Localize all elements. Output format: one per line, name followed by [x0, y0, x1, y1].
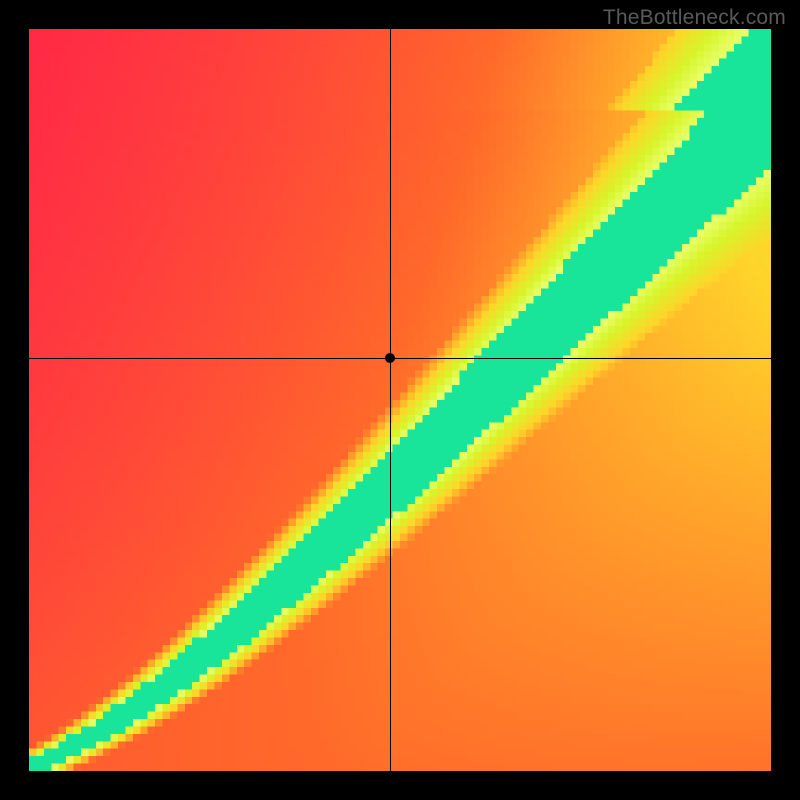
crosshair-vertical — [390, 29, 391, 771]
crosshair-marker — [385, 353, 395, 363]
heatmap-canvas — [29, 29, 771, 771]
heatmap-plot — [29, 29, 771, 771]
chart-container: TheBottleneck.com — [0, 0, 800, 800]
crosshair-horizontal — [29, 358, 771, 359]
watermark-text: TheBottleneck.com — [603, 6, 786, 30]
